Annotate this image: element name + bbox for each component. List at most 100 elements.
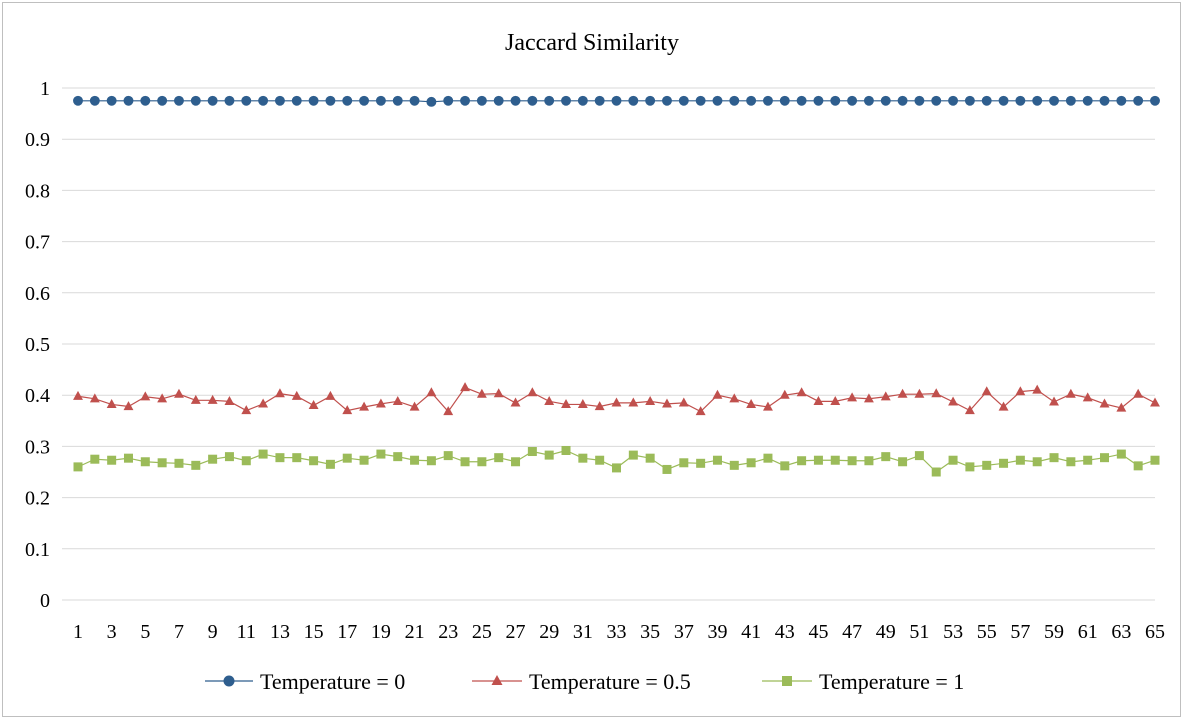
data-point bbox=[207, 394, 218, 404]
data-point bbox=[1049, 453, 1059, 463]
data-point bbox=[443, 95, 454, 106]
data-point bbox=[948, 396, 959, 406]
data-point bbox=[123, 401, 134, 411]
data-point bbox=[611, 397, 622, 407]
data-point bbox=[73, 390, 83, 400]
data-point bbox=[830, 95, 841, 106]
data-point bbox=[729, 393, 740, 403]
data-point bbox=[628, 397, 639, 407]
x-tick-label: 51 bbox=[909, 621, 929, 643]
data-point bbox=[409, 401, 420, 411]
data-point bbox=[409, 95, 420, 106]
data-point bbox=[325, 459, 335, 469]
data-point bbox=[746, 399, 757, 409]
x-tick-label: 35 bbox=[640, 621, 660, 643]
data-point bbox=[847, 456, 857, 466]
data-point bbox=[998, 95, 1009, 106]
data-point bbox=[1116, 449, 1126, 459]
x-tick-label: 25 bbox=[472, 621, 492, 643]
data-point bbox=[258, 95, 269, 106]
data-point bbox=[830, 395, 841, 405]
data-point bbox=[157, 95, 168, 106]
legend-label: Temperature = 1 bbox=[819, 669, 964, 694]
data-point bbox=[291, 390, 302, 400]
data-point bbox=[325, 95, 336, 106]
data-point bbox=[712, 389, 723, 399]
data-point bbox=[325, 390, 336, 400]
data-point bbox=[1082, 392, 1093, 402]
data-point bbox=[1150, 455, 1160, 465]
data-point bbox=[746, 95, 757, 106]
data-point bbox=[1100, 453, 1110, 463]
data-point bbox=[123, 95, 134, 106]
data-point bbox=[712, 455, 722, 465]
x-tick-label: 65 bbox=[1145, 621, 1165, 643]
data-point bbox=[948, 455, 958, 465]
series-3 bbox=[73, 445, 1160, 477]
data-point bbox=[491, 675, 503, 685]
data-point bbox=[595, 455, 605, 465]
data-point bbox=[611, 95, 622, 106]
data-point bbox=[140, 95, 151, 106]
data-point bbox=[847, 95, 858, 106]
y-tick-label: 0.7 bbox=[25, 232, 50, 254]
data-point bbox=[628, 450, 638, 460]
data-point bbox=[1133, 95, 1144, 106]
data-point bbox=[1099, 95, 1110, 106]
data-point bbox=[931, 95, 942, 106]
data-point bbox=[241, 95, 252, 106]
data-point bbox=[89, 393, 100, 403]
data-point bbox=[291, 95, 302, 106]
data-point bbox=[393, 452, 403, 462]
data-point bbox=[645, 453, 655, 463]
data-point bbox=[1032, 95, 1043, 106]
data-point bbox=[107, 455, 117, 465]
data-point bbox=[157, 458, 167, 468]
x-tick-label: 15 bbox=[304, 621, 324, 643]
data-point bbox=[359, 455, 369, 465]
data-point bbox=[309, 456, 319, 466]
data-point bbox=[914, 95, 925, 106]
x-tick-label: 53 bbox=[943, 621, 963, 643]
data-point bbox=[796, 387, 807, 397]
data-point bbox=[796, 95, 807, 106]
data-point bbox=[123, 453, 133, 463]
data-point bbox=[511, 457, 521, 467]
x-tick-label: 43 bbox=[775, 621, 795, 643]
data-point bbox=[1049, 95, 1059, 106]
x-tick-label: 31 bbox=[573, 621, 593, 643]
data-point bbox=[224, 395, 235, 405]
data-point bbox=[89, 95, 100, 106]
y-tick-label: 0.5 bbox=[25, 334, 50, 356]
data-point bbox=[1082, 95, 1093, 106]
data-point bbox=[1015, 95, 1026, 106]
data-point bbox=[628, 95, 639, 106]
data-point bbox=[1065, 95, 1076, 106]
x-tick-label: 9 bbox=[208, 621, 218, 643]
data-point bbox=[443, 406, 454, 416]
data-point bbox=[224, 452, 234, 462]
data-point bbox=[73, 95, 83, 106]
data-point bbox=[477, 457, 487, 467]
x-tick-label: 3 bbox=[107, 621, 117, 643]
x-tick-label: 23 bbox=[438, 621, 458, 643]
data-point bbox=[662, 398, 672, 408]
x-tick-label: 45 bbox=[808, 621, 828, 643]
data-point bbox=[678, 397, 689, 407]
data-point bbox=[274, 95, 285, 106]
data-point bbox=[375, 398, 386, 408]
data-point bbox=[106, 95, 117, 106]
data-point bbox=[1133, 461, 1143, 471]
data-point bbox=[813, 395, 824, 405]
data-point bbox=[476, 95, 487, 106]
data-point bbox=[544, 395, 555, 405]
legend-item: Temperature = 1 bbox=[762, 669, 964, 694]
data-point bbox=[881, 452, 891, 462]
data-point bbox=[1116, 402, 1127, 412]
data-point bbox=[1099, 398, 1110, 408]
data-point bbox=[460, 382, 470, 392]
x-tick-label: 49 bbox=[876, 621, 896, 643]
data-point bbox=[392, 95, 403, 106]
